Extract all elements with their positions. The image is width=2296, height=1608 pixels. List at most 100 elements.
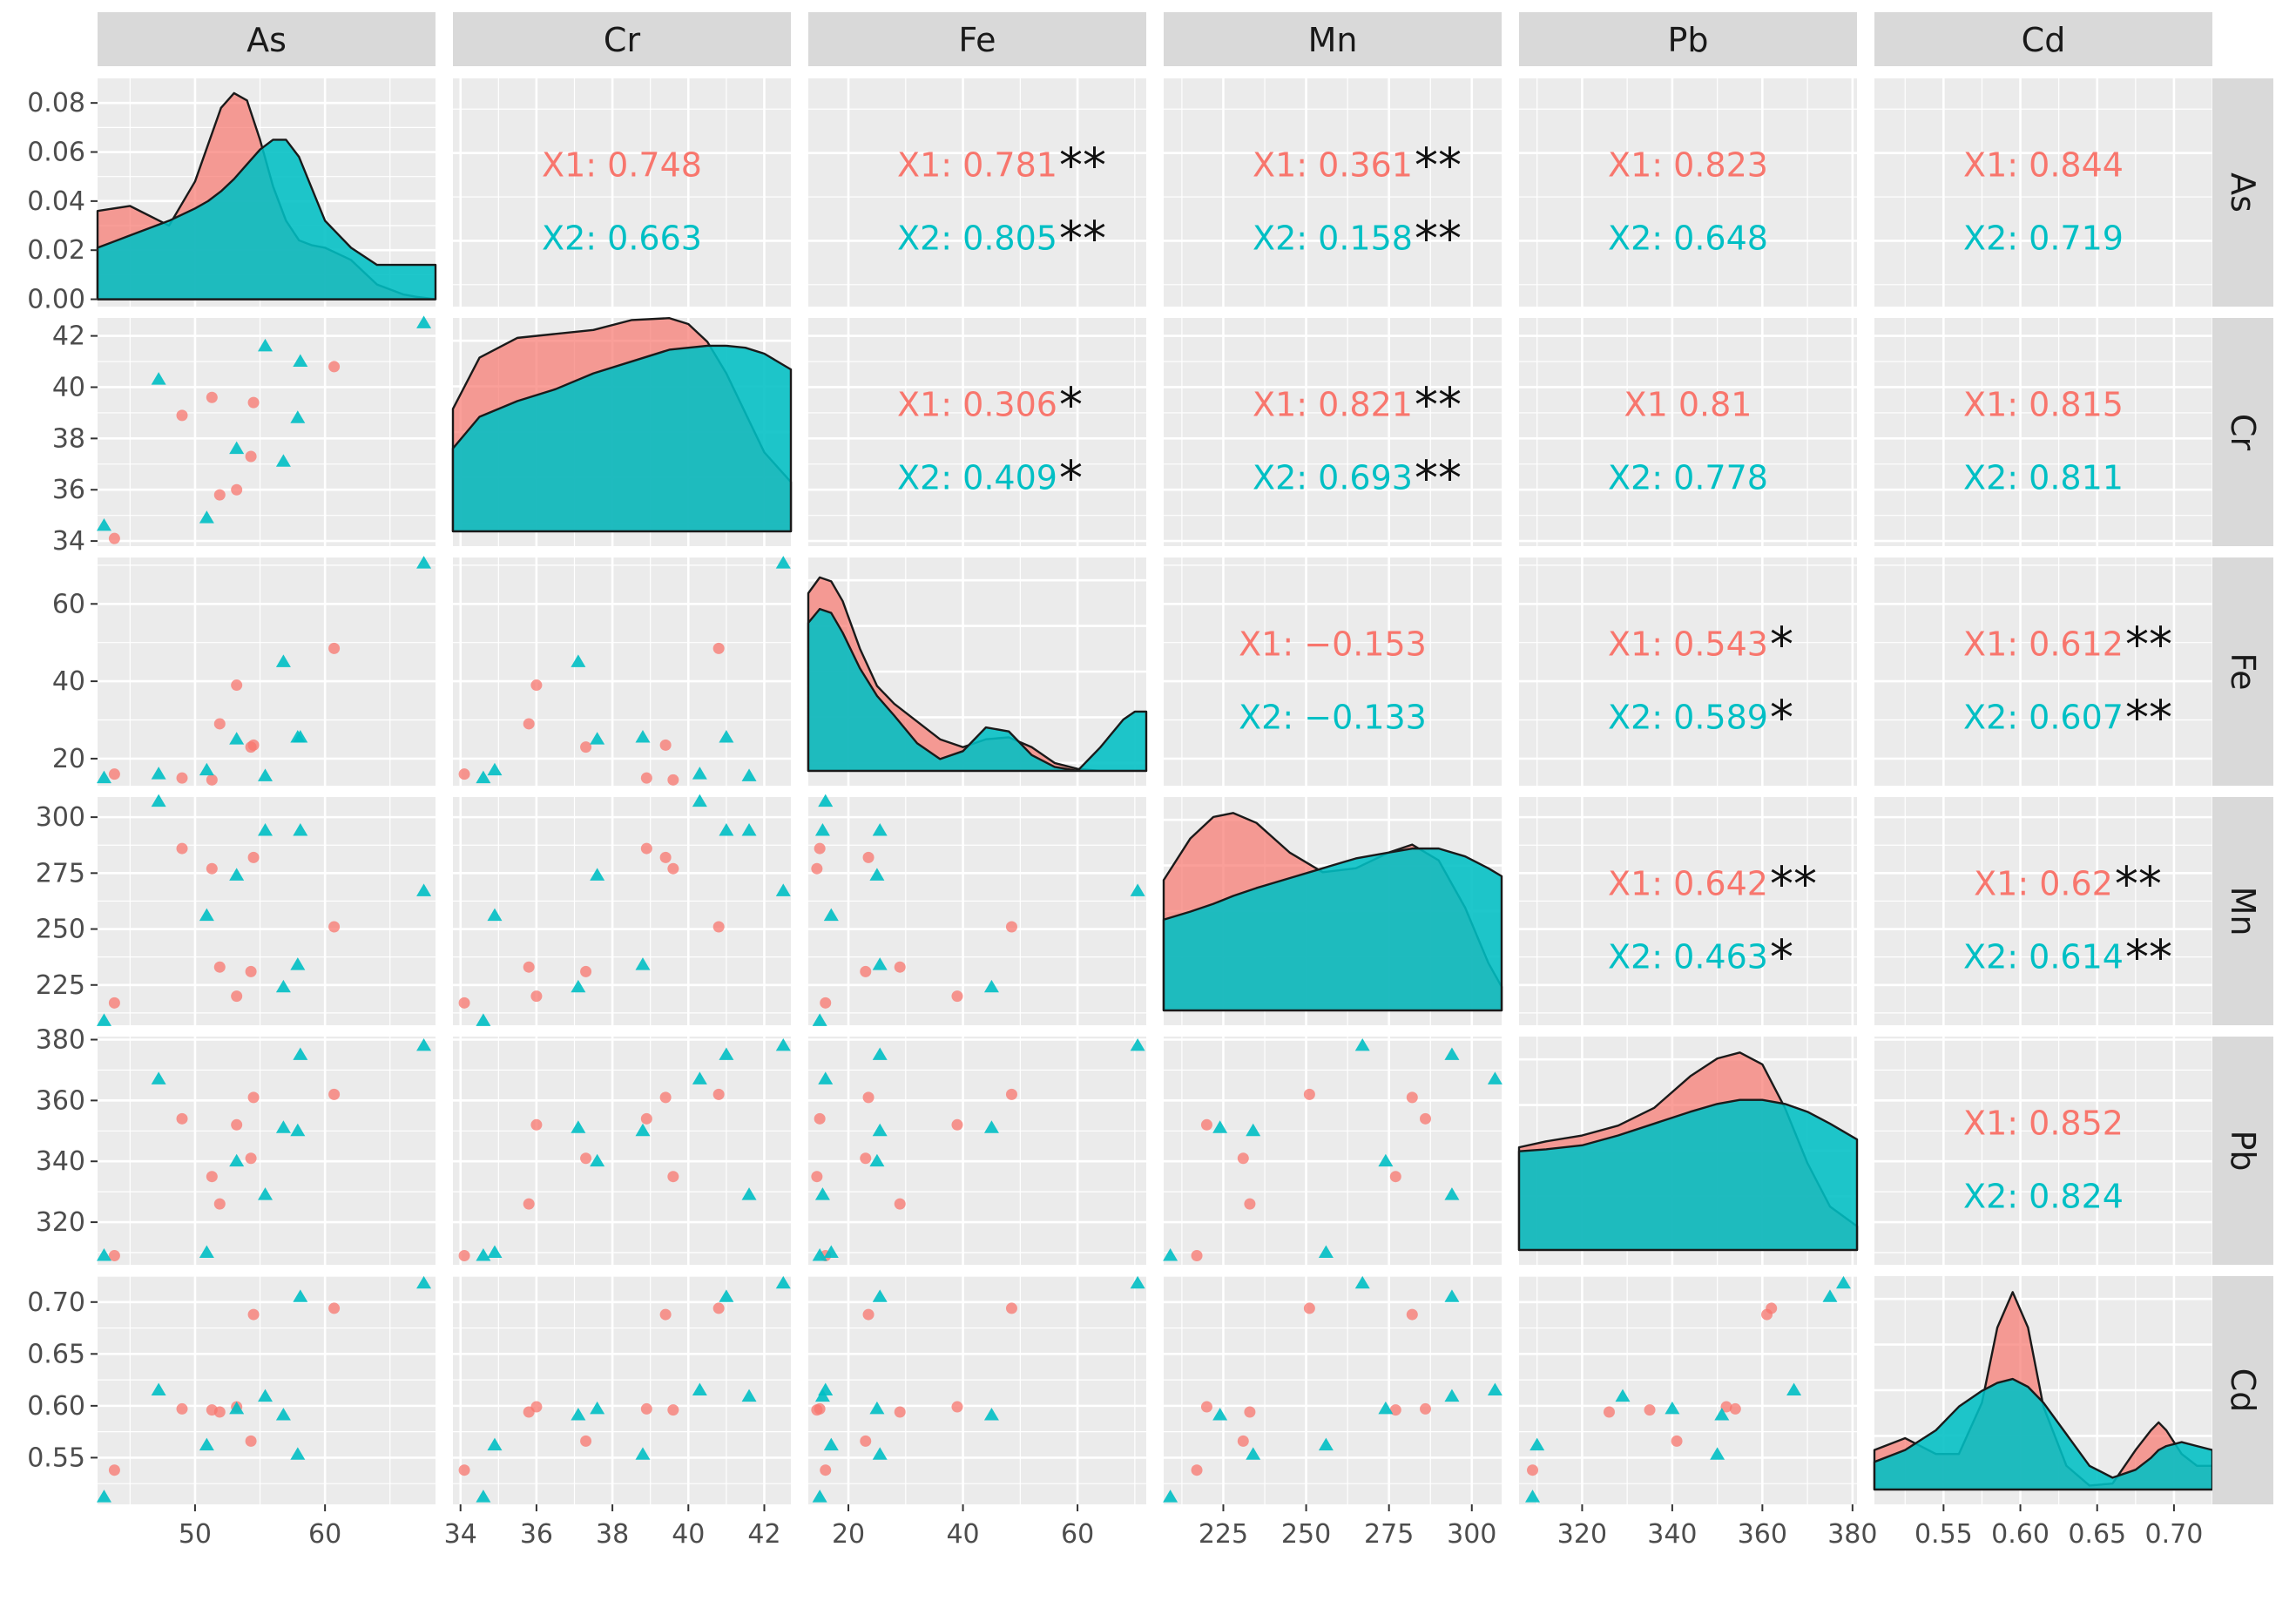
point-x2 xyxy=(476,770,491,784)
point-x1 xyxy=(1191,1250,1203,1262)
x-tick-label: 360 xyxy=(1738,1519,1787,1550)
y-tick-label: 0.60 xyxy=(27,1391,85,1422)
panel-fe-cd: X1: 0.612 X2: 0.607** ** xyxy=(1874,557,2213,786)
strip-top-cd: Cd xyxy=(1874,12,2212,66)
panel-background xyxy=(98,557,436,786)
point-x1 xyxy=(860,965,872,977)
point-x2 xyxy=(814,1388,830,1402)
point-x2 xyxy=(487,762,503,776)
correlation-x1: X1: 0.781 xyxy=(897,146,1057,185)
x-tick-label: 275 xyxy=(1364,1519,1414,1550)
y-tick-label: 0.70 xyxy=(27,1287,85,1318)
point-x2 xyxy=(1822,1289,1838,1302)
point-x2 xyxy=(1835,1275,1851,1289)
point-x1 xyxy=(1244,1198,1256,1210)
point-x1 xyxy=(811,1171,823,1183)
point-x2 xyxy=(692,794,707,807)
point-x1 xyxy=(951,990,963,1003)
correlation-x1: X1: 0.815 xyxy=(1963,386,2124,424)
x-tick-label: 42 xyxy=(747,1519,780,1550)
correlation-x2: X2: 0.648 xyxy=(1608,220,1768,258)
point-x1 xyxy=(860,1152,872,1165)
point-x1 xyxy=(213,1406,226,1418)
point-x2 xyxy=(1163,1490,1178,1503)
point-x2 xyxy=(275,454,291,467)
strip-label: Mn xyxy=(2224,887,2262,936)
point-x2 xyxy=(872,1447,888,1460)
significance-stars: * xyxy=(1770,691,1793,746)
correlation-x2: X2: 0.409 xyxy=(897,459,1057,497)
y-tick-label: 0.00 xyxy=(27,285,85,315)
point-x1 xyxy=(894,1198,906,1210)
point-x1 xyxy=(1420,1402,1432,1415)
point-x2 xyxy=(1130,883,1145,896)
point-x1 xyxy=(814,842,826,855)
correlation-x1: X1: 0.543 xyxy=(1608,625,1768,664)
point-x1 xyxy=(712,1302,725,1314)
point-x2 xyxy=(741,768,757,781)
significance-stars: ** xyxy=(1770,857,1817,912)
strip-top-cr: Cr xyxy=(453,12,791,66)
y-axis-cr: 34 36 38 40 42 xyxy=(52,321,98,557)
point-x2 xyxy=(258,1388,273,1402)
point-x1 xyxy=(580,1435,592,1447)
panel-background xyxy=(808,1276,1146,1504)
point-x2 xyxy=(814,1187,830,1200)
y-tick-label: 0.06 xyxy=(27,138,85,168)
x-axis-as: 50 60 xyxy=(179,1504,341,1550)
strip-background xyxy=(2212,318,2273,546)
point-x2 xyxy=(635,1123,651,1137)
strip-background xyxy=(2212,797,2273,1025)
point-x2 xyxy=(476,1490,491,1503)
x-tick-label: 20 xyxy=(832,1519,865,1550)
panel-mn-mn xyxy=(1162,797,1503,1025)
point-x2 xyxy=(290,410,306,423)
correlation-x2: X2: 0.589 xyxy=(1608,699,1768,737)
panel-pb-pb xyxy=(1517,1037,1859,1265)
y-tick-label: 0.02 xyxy=(27,235,85,266)
panel-background xyxy=(98,1276,436,1504)
x-tick-label: 60 xyxy=(308,1519,341,1550)
point-x2 xyxy=(258,823,273,836)
point-x1 xyxy=(328,1302,341,1314)
panel-cr-cr xyxy=(451,317,793,546)
panel-cr-pb: X1 0.81 X2: 0.778 xyxy=(1519,318,1857,546)
point-x2 xyxy=(1130,1275,1145,1289)
strip-label: Mn xyxy=(1308,21,1358,59)
point-x1 xyxy=(712,1088,725,1100)
correlation-x1: X1 0.81 xyxy=(1624,386,1752,424)
point-x2 xyxy=(258,768,273,781)
point-x1 xyxy=(231,483,243,496)
significance-stars: ** xyxy=(2125,930,2172,985)
significance-stars: ** xyxy=(1415,212,1462,267)
point-x2 xyxy=(1246,1447,1261,1460)
point-x2 xyxy=(1444,1187,1460,1200)
significance-stars: * xyxy=(1770,930,1793,985)
point-x2 xyxy=(96,517,111,531)
panel-background xyxy=(453,78,791,307)
point-x1 xyxy=(667,1171,679,1183)
y-axis-cd: 0.55 0.60 0.65 0.70 xyxy=(27,1287,98,1473)
panel-background xyxy=(98,1037,436,1265)
panel-background xyxy=(1874,557,2212,786)
panel-background xyxy=(453,1276,791,1504)
point-x1 xyxy=(1303,1088,1315,1100)
strip-background xyxy=(2212,1037,2273,1265)
point-x1 xyxy=(213,1198,226,1210)
point-x1 xyxy=(213,718,226,730)
point-x2 xyxy=(258,338,273,352)
x-tick-label: 250 xyxy=(1281,1519,1331,1550)
point-x2 xyxy=(1163,1248,1178,1261)
correlation-x1: X1: 0.821 xyxy=(1253,386,1413,424)
point-x1 xyxy=(206,391,218,403)
point-x1 xyxy=(328,1088,341,1100)
point-x2 xyxy=(869,868,885,881)
point-x2 xyxy=(719,1289,734,1302)
point-x2 xyxy=(1444,1047,1460,1060)
density-x2 xyxy=(451,344,793,533)
x-axis-fe: 20 40 60 xyxy=(832,1504,1094,1550)
point-x2 xyxy=(692,767,707,780)
point-x2 xyxy=(1246,1123,1261,1137)
strip-right-as: As xyxy=(2212,78,2273,307)
